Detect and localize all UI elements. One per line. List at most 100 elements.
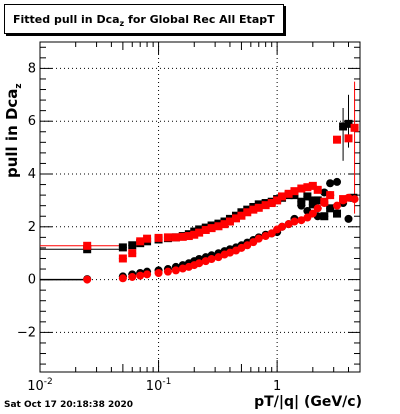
red-circle-point xyxy=(154,269,163,277)
y-tick-label: 4 xyxy=(28,167,36,182)
red-square-point xyxy=(83,241,92,250)
y-tick-label: 2 xyxy=(28,220,36,235)
red-circle-point xyxy=(225,248,234,257)
plot-frame xyxy=(39,41,361,373)
y-tick-label: 6 xyxy=(28,114,36,129)
black-circle-point xyxy=(297,201,306,210)
red-square-point xyxy=(118,254,127,263)
x-axis-label: pT/|q| (GeV/c) xyxy=(254,394,362,410)
red-square-point xyxy=(220,220,229,229)
red-square-point xyxy=(154,233,163,242)
red-square-point xyxy=(178,232,187,241)
red-square-point xyxy=(284,189,293,198)
axis-ticks xyxy=(39,42,361,372)
black-square-point xyxy=(313,196,322,205)
black-square-point xyxy=(320,212,329,221)
red-circle-point xyxy=(83,275,92,284)
red-square-point xyxy=(136,237,145,246)
x-tick-label: 1 xyxy=(273,379,281,394)
chart-title-subscript: z xyxy=(119,18,125,28)
y-axis-label-main: pull in Dca xyxy=(3,88,21,178)
y-axis-label: pull in Dcaz xyxy=(3,58,25,178)
y-tick-label: 0 xyxy=(28,273,36,288)
red-square-point xyxy=(344,134,353,143)
red-square-point xyxy=(237,211,246,220)
red-square-point xyxy=(190,230,199,239)
red-square-point xyxy=(243,208,252,217)
tick-labels: 10-2 10-1 1 −2 0 2 4 6 8 xyxy=(17,61,281,394)
black-circle-point xyxy=(333,177,342,186)
red-circle-point xyxy=(243,241,252,250)
x-tick-label: 10-1 xyxy=(146,377,172,394)
red-circle-point xyxy=(350,195,359,204)
red-circle-point xyxy=(297,216,306,225)
red-square-point xyxy=(350,123,359,132)
red-circle-point xyxy=(214,253,223,262)
red-circle-point xyxy=(195,259,204,268)
red-circle-point xyxy=(171,266,180,275)
red-circle-point xyxy=(333,201,342,210)
red-square-point xyxy=(225,217,234,226)
red-circle-point xyxy=(261,232,270,241)
red-square-point xyxy=(290,187,299,196)
red-square-point xyxy=(273,196,282,205)
y-axis-label-subscript: z xyxy=(14,83,24,89)
red-square-point xyxy=(278,192,287,201)
black-square-point xyxy=(333,209,342,218)
red-circle-point xyxy=(290,217,299,226)
chart-title-box: Fitted pull in Dcaz for Global Rec All E… xyxy=(4,4,284,34)
black-circle-point xyxy=(308,196,317,205)
red-circle-point xyxy=(178,264,187,273)
black-circle-point xyxy=(326,179,335,188)
x-tick-label: 10-2 xyxy=(27,377,53,394)
red-square-point xyxy=(195,228,204,237)
red-circle-point xyxy=(163,267,172,276)
black-square-point xyxy=(303,192,312,201)
red-square-point xyxy=(171,233,180,242)
black-square-point xyxy=(344,119,353,128)
red-square-point xyxy=(214,222,223,231)
red-square-point xyxy=(207,224,216,233)
red-circle-point xyxy=(313,204,322,213)
red-square-point xyxy=(128,249,137,258)
chart-title: Fitted pull in Dcaz for Global Rec All E… xyxy=(13,12,275,28)
red-circle-point xyxy=(326,191,335,200)
red-square-point xyxy=(297,184,306,193)
black-square-point xyxy=(339,122,348,131)
data-marks xyxy=(83,81,359,284)
red-circle-point xyxy=(118,274,127,283)
red-square-point xyxy=(333,135,342,144)
red-square-point xyxy=(163,233,172,242)
red-square-point xyxy=(232,214,241,223)
red-circle-point xyxy=(136,271,145,280)
reference-lines xyxy=(40,245,123,281)
red-circle-point xyxy=(308,209,317,218)
chart-title-rest: for Global Rec All EtapT xyxy=(124,12,275,26)
black-square-point xyxy=(326,204,335,213)
red-square-point xyxy=(184,232,193,241)
red-circle-point xyxy=(278,222,287,231)
black-square-point xyxy=(118,243,127,252)
red-circle-point xyxy=(344,193,353,202)
red-circle-point xyxy=(128,272,137,281)
red-circle-point xyxy=(207,255,216,264)
red-circle-point xyxy=(320,199,329,208)
y-tick-label: 8 xyxy=(28,61,36,76)
chart-title-main: Fitted pull in Dca xyxy=(13,12,120,26)
red-square-point xyxy=(254,203,263,212)
red-circle-point xyxy=(254,234,263,243)
red-circle-point xyxy=(143,270,152,279)
red-square-point xyxy=(303,183,312,192)
red-square-point xyxy=(261,201,270,210)
y-tick-label: −2 xyxy=(17,325,36,340)
black-square-point xyxy=(128,241,137,250)
black-circle-point xyxy=(344,214,353,223)
red-square-point xyxy=(308,181,317,190)
red-square-point xyxy=(201,225,210,234)
red-square-point xyxy=(267,199,276,208)
red-square-point xyxy=(249,205,258,214)
red-square-point xyxy=(143,234,152,243)
red-square-point xyxy=(313,185,322,194)
timestamp: Sat Oct 17 20:18:38 2020 xyxy=(4,400,134,410)
